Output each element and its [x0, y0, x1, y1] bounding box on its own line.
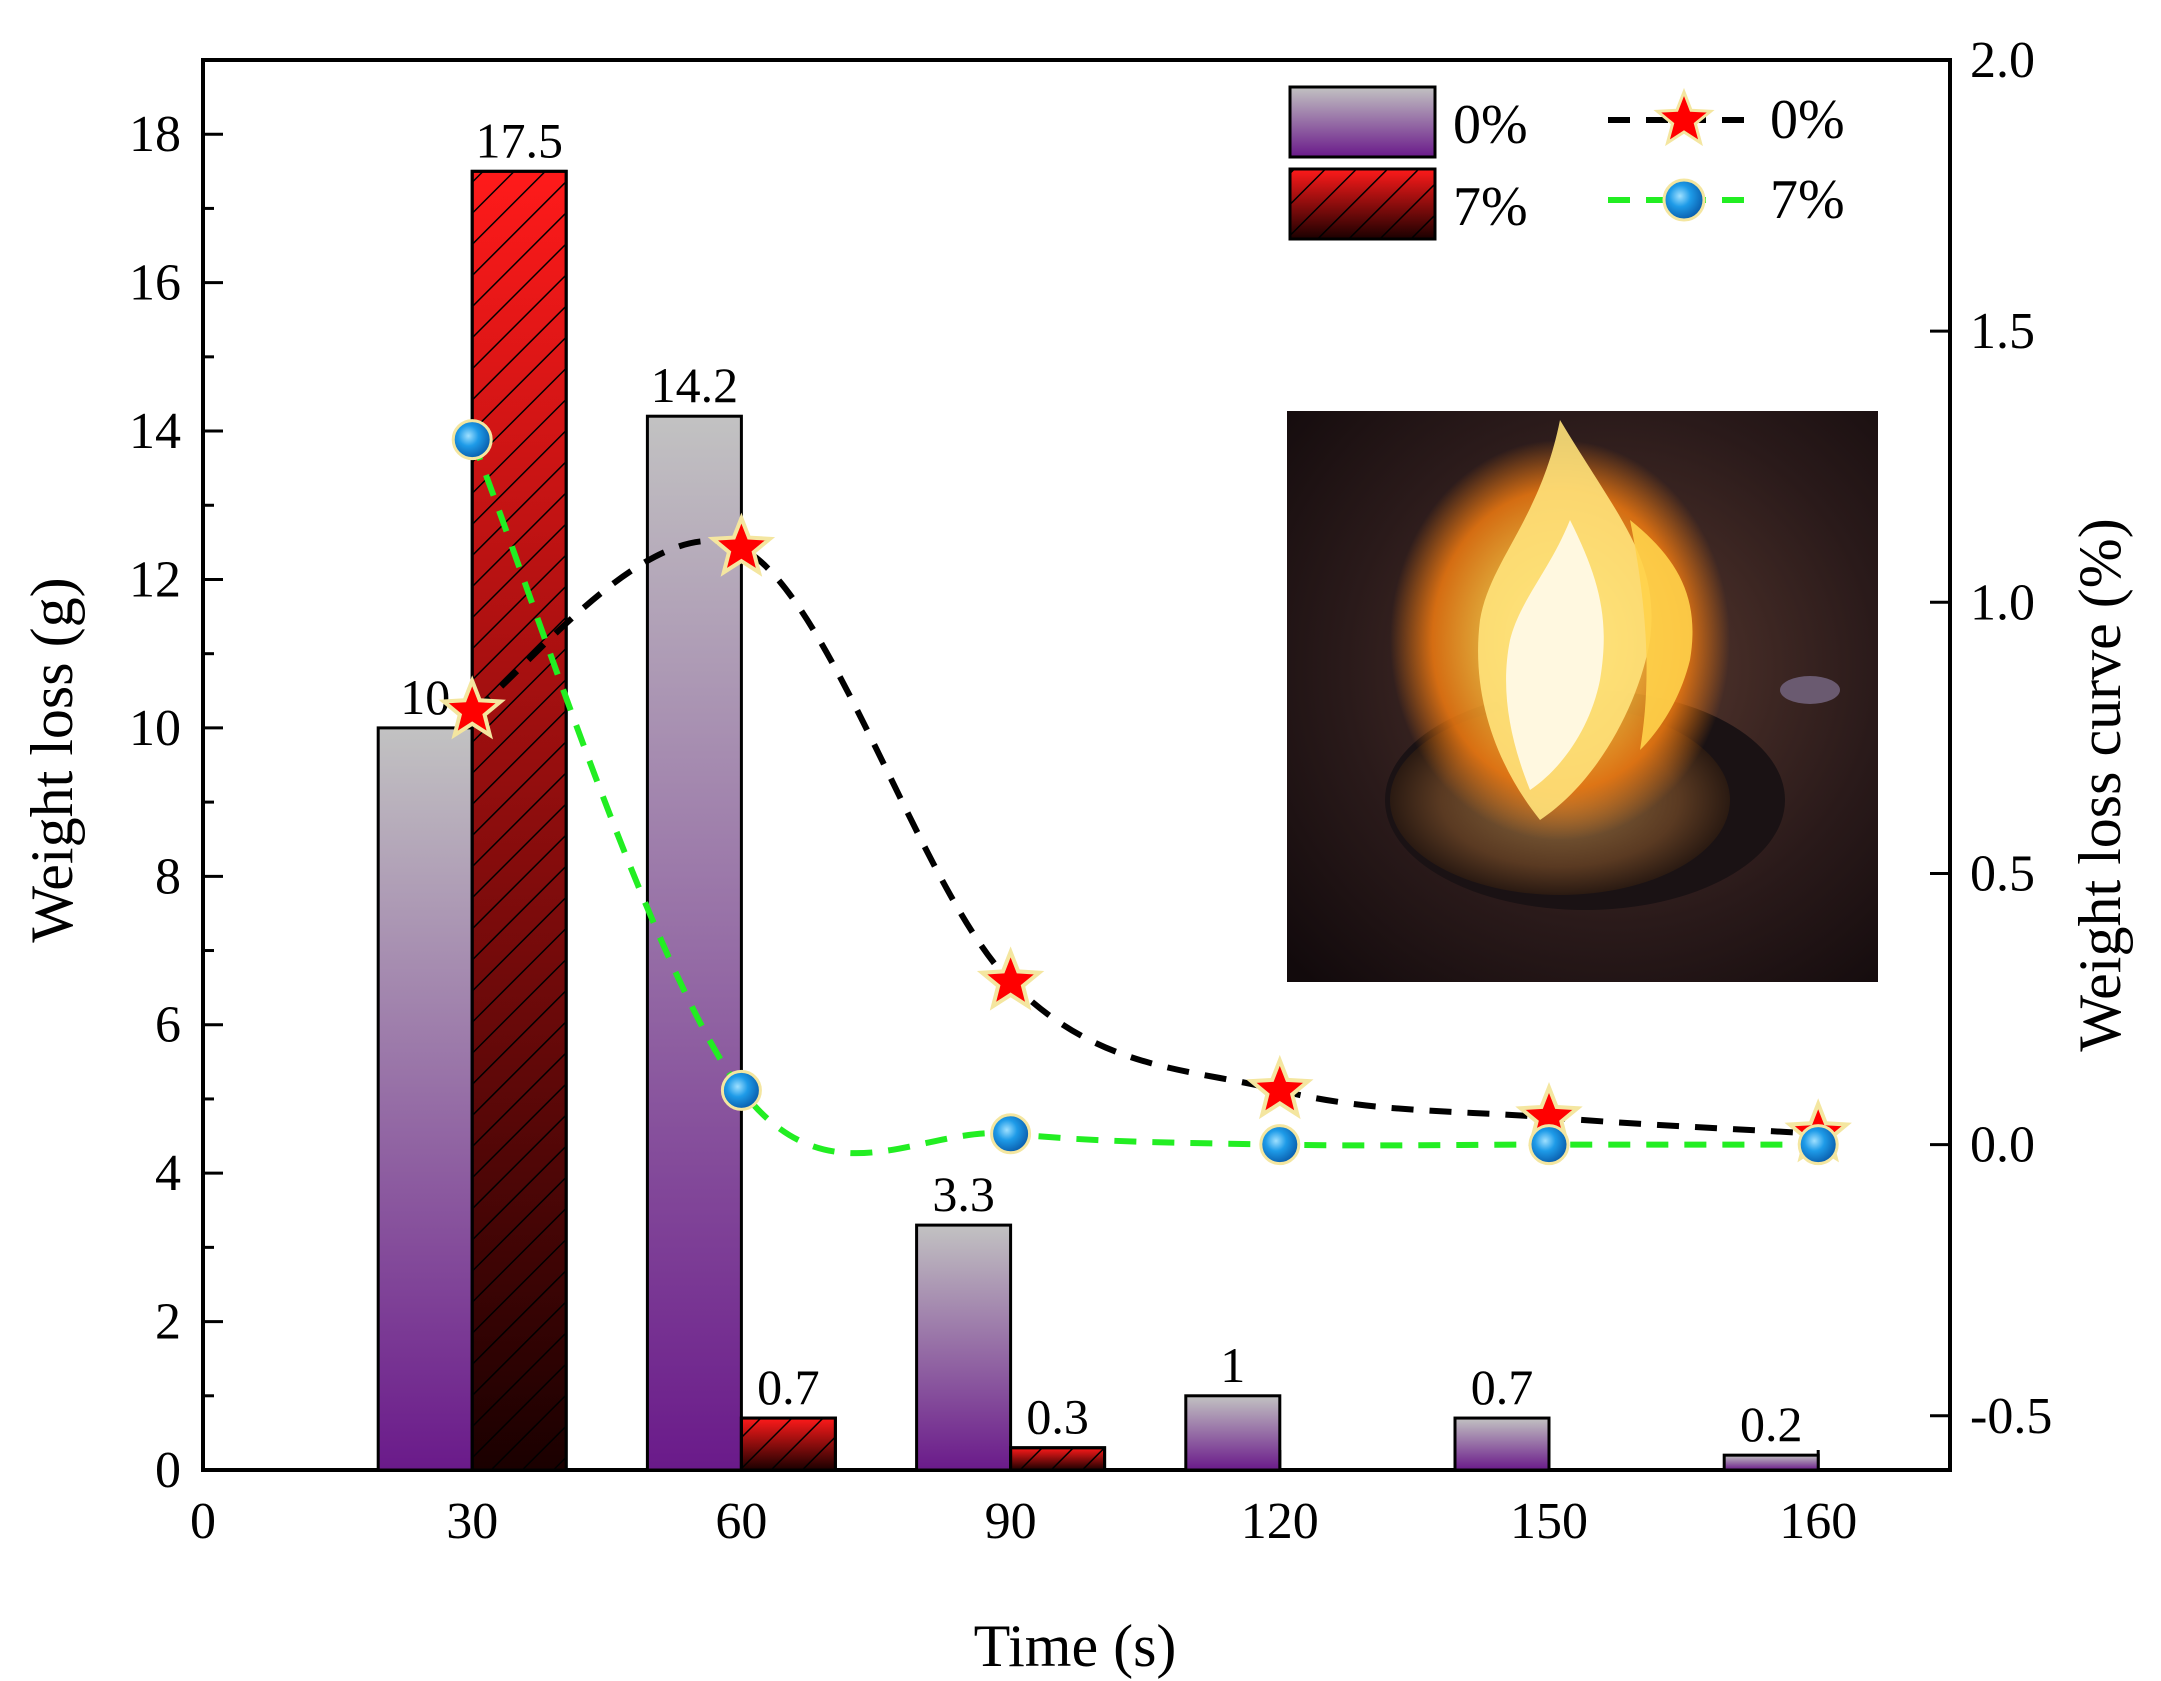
point-circle-90: [990, 1113, 1032, 1155]
point-circle-60: [720, 1069, 762, 1111]
data-label: 10: [400, 669, 450, 725]
bar-hatch: [1009, 1446, 1107, 1472]
inset-photo: [1287, 411, 1878, 982]
x-axis-title: Time (s): [974, 1613, 1177, 1679]
legend: 0% 7% 0% 7%: [1288, 85, 1845, 241]
y-tick-label: 10: [129, 700, 181, 757]
data-label: 14.2: [651, 357, 739, 413]
y2-axis-title: Weight loss curve (%): [2067, 518, 2133, 1051]
x-tick-label: 30: [446, 1493, 498, 1550]
x-tick-label: 120: [1241, 1493, 1319, 1550]
y2-tick-label: 1.5: [1970, 303, 2035, 360]
point-star-90: [976, 946, 1045, 1011]
legend-line-marker-1: [1662, 178, 1706, 222]
point-circle-120: [1259, 1124, 1301, 1166]
point-circle-30: [451, 419, 493, 461]
legend-bar-swatch-0: [1288, 85, 1437, 159]
y-tick-label: 14: [129, 403, 181, 460]
y-tick-label: 0: [155, 1442, 181, 1499]
bar-hatch: [470, 169, 568, 1472]
bar-0%-150: [1453, 1416, 1551, 1472]
y2-tick-label: -0.5: [1970, 1388, 2052, 1445]
data-label: 17.5: [475, 112, 563, 168]
legend-bar-label-1: 7%: [1453, 176, 1528, 238]
point-star-120: [1246, 1054, 1314, 1120]
legend-bar-label-0: 0%: [1453, 94, 1528, 156]
y-tick-label: 6: [155, 997, 181, 1054]
data-label: 0.2: [1740, 1396, 1803, 1452]
y-tick-label: 12: [129, 551, 181, 608]
x-tick-label: 90: [985, 1493, 1037, 1550]
bar-0%-120: [1184, 1394, 1282, 1472]
bar-hatch: [739, 1416, 837, 1472]
data-label: 1: [1220, 1337, 1245, 1393]
plot-area: 0 2 4 6 8 10 12 14 16 18 -0.5 0.0 0.5 1.0 1.5 2.0 0 30 60 9…: [129, 32, 2052, 1550]
point-star-30: [438, 675, 506, 740]
bar-0%-90: [915, 1223, 1013, 1472]
legend-line-label-1: 7%: [1770, 169, 1845, 231]
data-label: 0.7: [757, 1359, 820, 1415]
point-circle-160: [1797, 1124, 1839, 1166]
x-tick-label: 60: [715, 1493, 767, 1550]
bar-0%-160: [1722, 1453, 1820, 1472]
y-tick-label: 8: [155, 848, 181, 905]
point-circle-150: [1528, 1124, 1570, 1166]
legend-line-label-0: 0%: [1770, 89, 1845, 151]
data-label: 0.3: [1026, 1389, 1089, 1445]
y2-tick-label: 0.0: [1970, 1117, 2035, 1174]
x-tick-label: 160: [1779, 1493, 1857, 1550]
x-tick-label: 0: [190, 1493, 216, 1550]
legend-line-marker-0: [1653, 87, 1715, 147]
y2-tick-label: 2.0: [1970, 32, 2035, 89]
x-tick-label: 150: [1510, 1493, 1588, 1550]
y-tick-label: 16: [129, 255, 181, 312]
y-tick-label: 4: [155, 1145, 181, 1202]
y2-tick-label: 1.0: [1970, 574, 2035, 631]
y-tick-label: 2: [155, 1294, 181, 1351]
point-star-60: [707, 512, 776, 577]
bar-0%-30: [376, 726, 474, 1472]
data-label: 3.3: [932, 1166, 995, 1222]
legend-bar-swatch-1-hatch: [1288, 167, 1437, 241]
y-tick-label: 18: [129, 106, 181, 163]
y2-tick-label: 0.5: [1970, 845, 2035, 902]
y-axis-title: Weight loss (g): [19, 577, 85, 942]
data-label: 0.7: [1471, 1359, 1534, 1415]
